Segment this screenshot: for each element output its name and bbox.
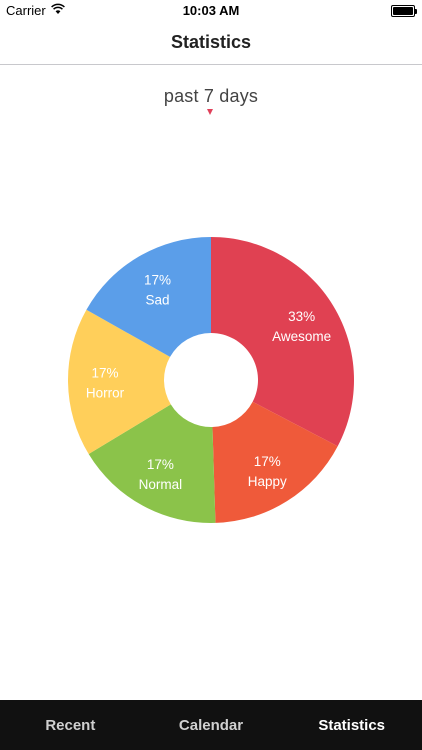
slice-label-horror: Horror — [86, 386, 125, 401]
slice-label-happy: Happy — [248, 474, 287, 489]
period-label: past 7 days — [163, 86, 259, 106]
tab-calendar[interactable]: Calendar — [178, 716, 244, 734]
battery-fill — [393, 7, 413, 15]
status-bar: Carrier 10:03 AM — [0, 0, 422, 22]
caret-down-icon — [207, 109, 213, 115]
period-selector[interactable]: past 7 days — [0, 86, 422, 115]
wifi-icon — [51, 3, 65, 14]
tab-bar: Recent Calendar Statistics — [0, 700, 422, 750]
slice-happy — [212, 401, 338, 523]
tab-recent[interactable]: Recent — [45, 716, 96, 734]
slice-percent-happy: 17% — [254, 454, 281, 469]
donut-chart-svg: 33% Awesome 17% Happy 17% Normal 17% Horror 17% S… — [67, 237, 354, 523]
mood-donut-chart: 33% Awesome 17% Happy 17% Normal 17% Horror 17% S… — [0, 220, 422, 540]
page-title: Statistics — [170, 32, 252, 52]
slice-percent-awesome: 33% — [288, 309, 315, 324]
slice-sad — [86, 237, 211, 357]
slice-label-normal: Normal — [139, 477, 183, 492]
slice-percent-horror: 17% — [91, 366, 118, 381]
tab-statistics[interactable]: Statistics — [318, 716, 386, 734]
slice-horror — [67, 309, 171, 455]
status-time: 10:03 AM — [182, 3, 240, 18]
slice-awesome — [211, 237, 354, 447]
battery-icon — [391, 5, 415, 17]
slice-percent-sad: 17% — [144, 272, 171, 287]
carrier-label: Carrier — [6, 3, 46, 18]
slice-label-sad: Sad — [146, 292, 170, 307]
battery-nub — [415, 9, 417, 14]
slice-percent-normal: 17% — [147, 457, 174, 472]
slice-normal — [88, 404, 216, 523]
slice-label-awesome: Awesome — [272, 329, 331, 344]
navigation-bar: Statistics — [0, 22, 422, 65]
